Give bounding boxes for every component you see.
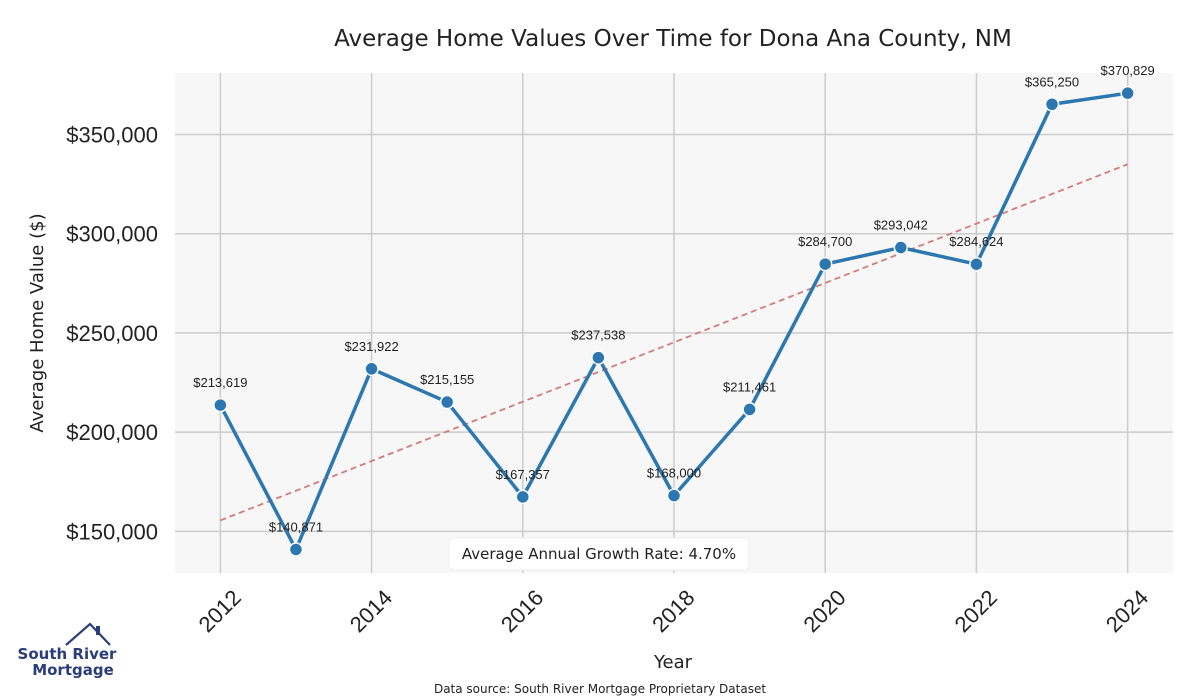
x-tick-label: 2016 bbox=[496, 585, 548, 637]
data-label: $365,250 bbox=[1025, 74, 1079, 89]
y-tick-labels: $150,000 $200,000 $250,000 $300,000 $350,000 bbox=[66, 123, 158, 545]
logo-line1: South River bbox=[18, 645, 118, 663]
growth-annotation: Average Annual Growth Rate: 4.70% bbox=[448, 537, 750, 571]
logo: South River Mortgage bbox=[18, 622, 118, 679]
x-tick-labels: 2012 2014 2016 2018 2020 2022 2024 bbox=[194, 585, 1154, 637]
x-tick-label: 2024 bbox=[1101, 585, 1153, 637]
gridlines bbox=[175, 73, 1173, 573]
trend-line bbox=[220, 163, 1128, 522]
data-point bbox=[1044, 97, 1060, 112]
annotation-box bbox=[448, 537, 750, 571]
data-label: $140,871 bbox=[269, 519, 323, 534]
data-point bbox=[666, 488, 682, 503]
data-points bbox=[213, 85, 1135, 557]
x-tick-label: 2020 bbox=[798, 585, 850, 637]
logo-line2: Mortgage bbox=[32, 661, 114, 679]
data-point bbox=[817, 256, 833, 272]
data-label: $213,619 bbox=[193, 375, 247, 390]
data-label: $293,042 bbox=[874, 218, 928, 233]
source-text: Data source: South River Mortgage Propri… bbox=[434, 682, 766, 696]
data-labels: $213,619 $140,871 $231,922 $215,155 $167,357… bbox=[193, 63, 1155, 534]
data-label: $215,155 bbox=[420, 372, 474, 387]
x-tick-label: 2018 bbox=[647, 585, 699, 637]
data-point bbox=[893, 240, 909, 255]
x-tick-label: 2014 bbox=[345, 585, 397, 637]
x-tick-label: 2012 bbox=[194, 585, 246, 637]
y-tick-label: $250,000 bbox=[66, 321, 158, 346]
data-label: $237,538 bbox=[571, 328, 625, 343]
data-label: $284,700 bbox=[798, 234, 852, 249]
data-label: $167,357 bbox=[496, 467, 550, 482]
data-point bbox=[1120, 85, 1135, 101]
y-tick-label: $350,000 bbox=[66, 123, 158, 148]
x-axis-label: Year bbox=[653, 652, 693, 673]
y-tick-label: $300,000 bbox=[66, 222, 158, 247]
data-label: $284,624 bbox=[949, 234, 1003, 249]
data-point bbox=[213, 397, 228, 413]
chart-title: Average Home Values Over Time for Dona A… bbox=[334, 26, 1012, 52]
data-point bbox=[515, 489, 531, 505]
data-point bbox=[591, 350, 606, 365]
data-point bbox=[364, 361, 379, 377]
data-point bbox=[742, 402, 757, 417]
data-label: $231,922 bbox=[344, 339, 398, 354]
data-label: $168,000 bbox=[647, 466, 701, 481]
chimney-icon bbox=[96, 626, 100, 635]
y-tick-label: $150,000 bbox=[66, 519, 158, 544]
y-axis-label: Average Home Value ($) bbox=[27, 213, 48, 432]
data-point bbox=[288, 542, 304, 557]
data-label: $370,829 bbox=[1101, 63, 1155, 78]
annotation-text: Average Annual Growth Rate: 4.70% bbox=[462, 545, 736, 563]
x-tick-label: 2022 bbox=[950, 585, 1002, 637]
y-tick-label: $200,000 bbox=[66, 420, 158, 445]
data-label: $211,461 bbox=[723, 379, 776, 394]
data-point bbox=[969, 256, 984, 272]
data-point bbox=[439, 394, 455, 410]
house-roof-icon bbox=[65, 622, 111, 646]
